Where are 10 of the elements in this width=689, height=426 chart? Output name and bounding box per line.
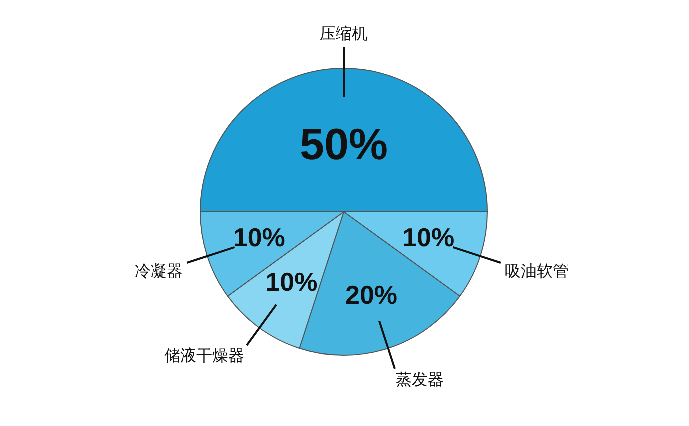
slice-label: 储液干燥器: [164, 346, 245, 365]
data-label: 50%: [300, 120, 388, 170]
data-label: 10%: [266, 267, 318, 298]
slice-label: 压缩机: [320, 24, 368, 44]
slice-label: 蒸发器: [396, 370, 444, 389]
data-label: 20%: [345, 280, 398, 310]
slice-label: 冷凝器: [135, 261, 184, 280]
data-label: 10%: [233, 222, 286, 253]
data-label: 10%: [402, 222, 455, 253]
slice-label: 吸油软管: [504, 261, 569, 280]
